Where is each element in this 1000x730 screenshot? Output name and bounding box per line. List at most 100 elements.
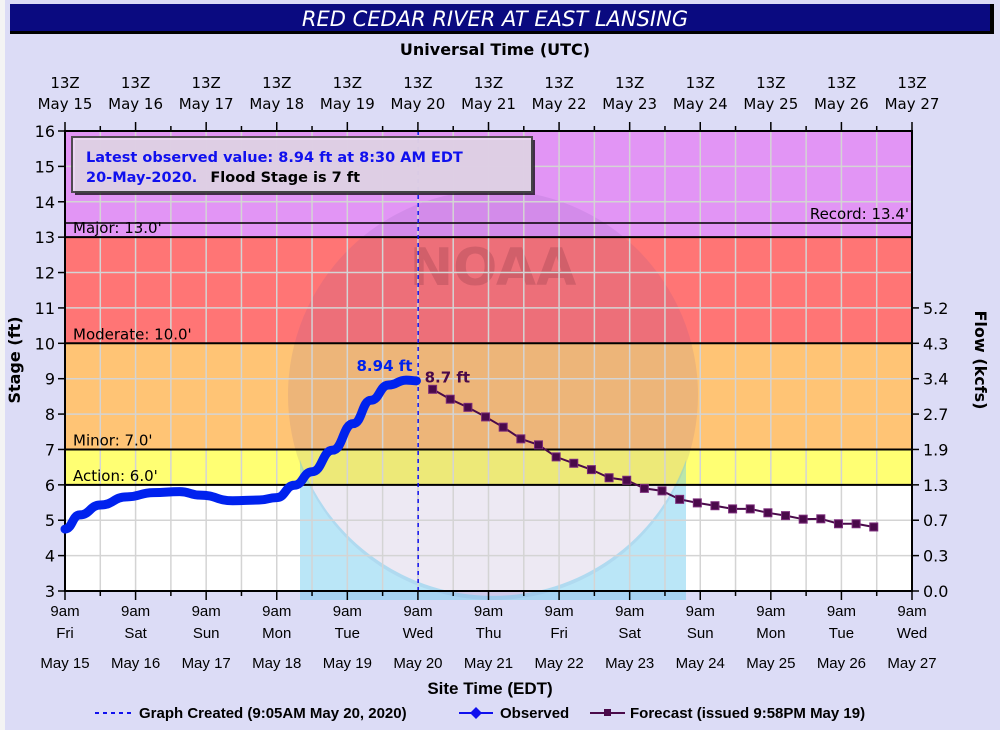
bottom-tick-time: 9am [756,603,785,620]
forecast-point [622,475,632,485]
top-tick-hour: 13Z [544,74,573,92]
bottom-tick-date: May 25 [746,655,795,672]
top-tick-date: May 16 [108,95,163,113]
legend-observed-label: Observed [500,705,569,722]
top-tick-date: May 26 [814,95,869,113]
forecast-point [851,519,861,529]
top-tick-hour: 13Z [121,74,150,92]
bottom-tick-day: Mon [262,625,291,642]
bottom-tick-date: May 16 [111,655,160,672]
bottom-tick-time: 9am [827,603,856,620]
y-tick-label: 14 [35,193,55,212]
watermark-lower [300,460,686,600]
top-tick-date: May 21 [461,95,516,113]
series: 8.94 ft 8.7 ft [60,357,879,534]
forecast-point [463,402,473,412]
bottom-tick-date: May 19 [323,655,372,672]
forecast-point [763,508,773,518]
observed-point [98,503,102,507]
threshold-label-major: Major: 13.0' [73,219,162,237]
forecast-point [551,452,561,462]
top-tick-date: May 22 [532,95,587,113]
bottom-tick-date: May 20 [393,655,442,672]
forecast-point [639,483,649,493]
y-tick-label: 3 [45,582,55,601]
y-tick-label: 8 [45,405,55,424]
observed-point [125,495,129,499]
forecast-point [869,522,879,532]
observed-point [198,493,202,497]
forecast-point [710,501,720,511]
bottom-tick-date: May 18 [252,655,301,672]
x-axis-label: Site Time (EDT) [427,679,552,698]
y2-tick-label: 0.7 [923,511,948,530]
svg-text:20-May-2020. Flood Stage: 20-May-2020. Flood Stage is 7 ft [86,170,360,186]
bottom-tick-date: May 27 [887,655,936,672]
observed-end-label: 8.94 ft [357,357,413,375]
bottom-tick-date: May 23 [605,655,654,672]
bottom-tick-time: 9am [544,603,573,620]
y-tick-label: 16 [35,122,55,141]
bottom-tick-time: 9am [192,603,221,620]
top-tick-hour: 13Z [262,74,291,92]
y-tick-label: 10 [35,334,55,353]
watermark-noaa: NOAA [410,238,577,298]
forecast-point [816,514,826,524]
bottom-tick-time: 9am [262,603,291,620]
observed-point [369,398,373,402]
top-tick-hour: 13Z [403,74,432,92]
legend-forecast-marker [604,709,611,716]
bottom-tick-time: 9am [615,603,644,620]
bottom-tick-date: May 24 [676,655,725,672]
top-tick-hour: 13Z [333,74,362,92]
bottom-tick-time: 9am [50,603,79,620]
top-tick-hour: 13Z [474,74,503,92]
forecast-point [586,465,596,475]
forecast-point [781,511,791,521]
top-tick-date: May 27 [885,95,940,113]
top-tick-date: May 23 [602,95,657,113]
observed-point [257,498,261,502]
bottom-tick-date: May 15 [40,655,89,672]
observed-point [78,513,82,517]
threshold-label-action: Action: 6.0' [73,467,158,485]
threshold-label-moderate: Moderate: 10.0' [73,325,192,343]
axes: 3 4 5 6 7 8 9 10 11 12 13 14 15 16 0.0 0.3 0.7 1.3 1.9 2.7 3… [35,74,949,672]
threshold-lines: Action: 6.0' Minor: 7.0' Moderate: 10.0' Ma… [65,131,912,591]
y2-tick-label: 3.4 [923,370,948,389]
top-tick-date: May 17 [179,95,234,113]
forecast-start-label: 8.7 ft [425,368,471,386]
y2-tick-label: 5.2 [923,299,948,318]
legend-forecast-label: Forecast (issued 9:58PM May 19) [630,705,865,722]
observed-point [404,378,408,382]
bottom-tick-date: May 26 [817,655,866,672]
y2-tick-label: 0.3 [923,547,948,566]
bottom-tick-date: May 22 [534,655,583,672]
bottom-tick-time: 9am [403,603,432,620]
forecast-point [728,504,738,514]
bottom-tick-day: Thu [476,625,502,642]
bottom-tick-day: Sat [124,625,147,642]
forecast-point [692,498,702,508]
y-tick-label: 6 [45,476,55,495]
observed-point [231,499,235,503]
y2-tick-label: 1.3 [923,476,948,495]
y-tick-label: 11 [35,299,55,318]
forecast-point [533,440,543,450]
observed-point [387,383,391,387]
y2-tick-label: 1.9 [923,440,948,459]
top-tick-date: May 20 [390,95,445,113]
forecast-point [833,519,843,529]
forecast-point [481,412,491,422]
bottom-tick-time: 9am [333,603,362,620]
forecast-point [569,458,579,468]
observed-point [178,490,182,494]
top-tick-date: May 18 [249,95,304,113]
y2-tick-label: 0.0 [923,582,948,601]
bottom-tick-day: Sun [193,625,220,642]
forecast-point [798,514,808,524]
observed-point [331,448,335,452]
bottom-tick-day: Fri [550,625,568,642]
bottom-tick-day: Sun [687,625,714,642]
